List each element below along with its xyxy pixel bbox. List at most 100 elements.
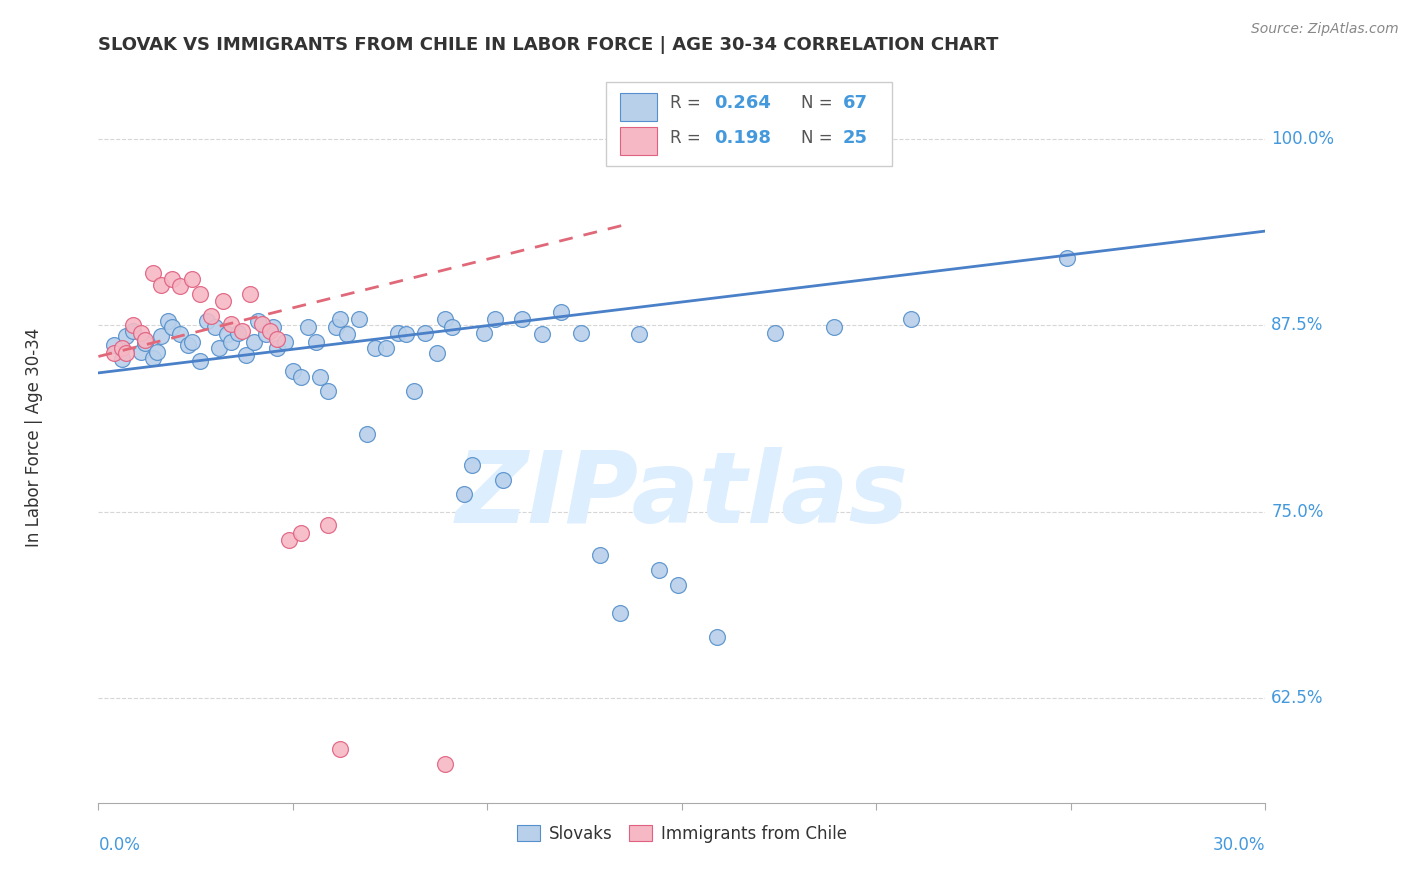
Point: [162, 272, 184, 286]
Text: 0.0%: 0.0%: [98, 836, 141, 854]
Point: [569, 326, 592, 340]
Point: [329, 312, 352, 326]
Point: [550, 304, 572, 318]
Text: SLOVAK VS IMMIGRANTS FROM CHILE IN LABOR FORCE | AGE 30-34 CORRELATION CHART: SLOVAK VS IMMIGRANTS FROM CHILE IN LABOR…: [98, 36, 998, 54]
Point: [122, 324, 145, 338]
Point: [195, 313, 218, 327]
Point: [149, 277, 172, 292]
Point: [281, 364, 304, 378]
Text: 25: 25: [844, 129, 868, 147]
Text: 0.198: 0.198: [714, 129, 772, 147]
Point: [297, 319, 319, 334]
Text: 87.5%: 87.5%: [1271, 316, 1323, 334]
Point: [278, 533, 301, 547]
Text: R =: R =: [671, 129, 706, 147]
Point: [212, 294, 235, 309]
Point: [356, 427, 378, 442]
Point: [666, 578, 689, 592]
Point: [375, 341, 398, 355]
Point: [706, 630, 728, 644]
Point: [402, 384, 425, 398]
Point: [114, 346, 136, 360]
Point: [274, 334, 297, 349]
Text: 75.0%: 75.0%: [1271, 503, 1323, 521]
Point: [628, 327, 651, 342]
FancyBboxPatch shape: [620, 94, 658, 121]
Point: [363, 341, 385, 355]
Point: [316, 384, 339, 398]
Text: R =: R =: [671, 94, 706, 112]
Point: [134, 336, 156, 351]
Text: In Labor Force | Age 30-34: In Labor Force | Age 30-34: [25, 327, 44, 547]
Point: [900, 312, 922, 326]
Point: [169, 327, 191, 342]
Point: [530, 327, 553, 342]
Point: [395, 327, 418, 342]
Point: [325, 319, 347, 334]
Point: [103, 346, 125, 360]
Point: [169, 279, 191, 293]
Point: [204, 319, 226, 334]
Point: [823, 319, 845, 334]
Point: [329, 742, 352, 756]
Point: [111, 341, 134, 355]
Point: [492, 474, 515, 488]
Point: [262, 319, 284, 334]
Point: [149, 328, 172, 343]
Point: [122, 318, 145, 332]
Point: [208, 341, 231, 355]
Point: [647, 563, 669, 577]
Point: [228, 326, 250, 340]
Point: [250, 317, 273, 331]
Text: 100.0%: 100.0%: [1271, 129, 1334, 147]
Point: [231, 324, 253, 338]
Point: [453, 487, 475, 501]
Point: [246, 313, 269, 327]
Point: [609, 606, 631, 620]
Point: [347, 312, 370, 326]
Point: [461, 458, 484, 473]
Point: [219, 317, 242, 331]
Text: 0.264: 0.264: [714, 94, 772, 112]
Text: N =: N =: [801, 94, 838, 112]
Text: ZIPatlas: ZIPatlas: [456, 447, 908, 544]
Point: [177, 337, 200, 351]
Point: [259, 324, 281, 338]
Point: [243, 334, 266, 349]
Point: [129, 345, 152, 359]
Point: [336, 327, 359, 342]
Point: [129, 326, 152, 340]
Text: 62.5%: 62.5%: [1271, 690, 1323, 707]
Legend: Slovaks, Immigrants from Chile: Slovaks, Immigrants from Chile: [510, 818, 853, 849]
Point: [215, 327, 238, 342]
Point: [142, 351, 165, 365]
Point: [235, 348, 257, 362]
Point: [290, 370, 312, 384]
Point: [114, 328, 136, 343]
Point: [103, 337, 125, 351]
Point: [157, 313, 180, 327]
Point: [387, 326, 409, 340]
Point: [111, 352, 134, 367]
Point: [266, 332, 288, 346]
Point: [239, 286, 262, 301]
Point: [290, 525, 312, 540]
Text: Source: ZipAtlas.com: Source: ZipAtlas.com: [1251, 22, 1399, 37]
Point: [763, 326, 786, 340]
Text: 67: 67: [844, 94, 868, 112]
FancyBboxPatch shape: [620, 127, 658, 154]
Point: [254, 327, 277, 342]
Point: [512, 312, 534, 326]
Point: [200, 309, 222, 323]
Text: N =: N =: [801, 129, 838, 147]
FancyBboxPatch shape: [606, 82, 891, 167]
Text: 30.0%: 30.0%: [1213, 836, 1265, 854]
Point: [146, 345, 169, 359]
Point: [134, 333, 156, 347]
Point: [433, 312, 456, 326]
Point: [219, 334, 242, 349]
Point: [305, 334, 328, 349]
Point: [180, 334, 202, 349]
Point: [266, 341, 288, 355]
Point: [433, 756, 456, 771]
